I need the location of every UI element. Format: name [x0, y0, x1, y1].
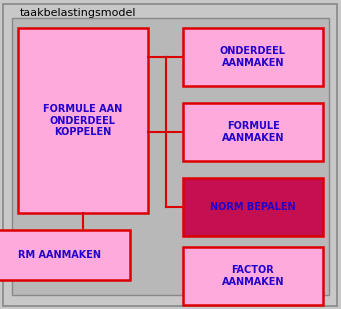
FancyBboxPatch shape: [183, 247, 323, 305]
Text: NORM BEPALEN: NORM BEPALEN: [210, 202, 296, 212]
FancyBboxPatch shape: [183, 178, 323, 236]
FancyBboxPatch shape: [0, 230, 130, 280]
Text: FACTOR
AANMAKEN: FACTOR AANMAKEN: [222, 265, 284, 287]
FancyBboxPatch shape: [183, 28, 323, 86]
FancyBboxPatch shape: [18, 28, 148, 213]
Text: taakbelastingsmodel: taakbelastingsmodel: [20, 8, 136, 18]
FancyBboxPatch shape: [183, 103, 323, 161]
Text: FORMULE
AANMAKEN: FORMULE AANMAKEN: [222, 121, 284, 143]
Text: RM AANMAKEN: RM AANMAKEN: [18, 250, 102, 260]
FancyBboxPatch shape: [12, 18, 329, 295]
Text: ONDERDEEL
AANMAKEN: ONDERDEEL AANMAKEN: [220, 46, 286, 68]
FancyBboxPatch shape: [3, 4, 337, 306]
Text: FORMULE AAN
ONDERDEEL
KOPPELEN: FORMULE AAN ONDERDEEL KOPPELEN: [43, 104, 123, 137]
